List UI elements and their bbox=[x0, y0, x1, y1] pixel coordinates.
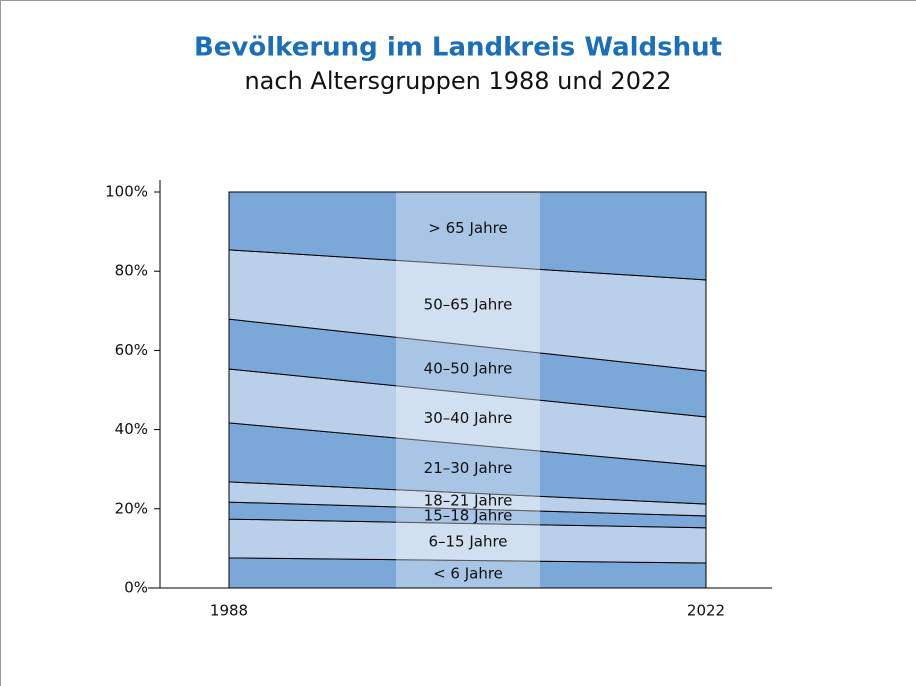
x-tick-label: 1988 bbox=[210, 602, 248, 620]
y-tick-label: 80% bbox=[115, 262, 148, 280]
series-label: 40–50 Jahre bbox=[424, 360, 513, 378]
series-label: 50–65 Jahre bbox=[424, 295, 513, 313]
y-tick-label: 100% bbox=[105, 183, 148, 201]
series-label: < 6 Jahre bbox=[433, 565, 503, 583]
series-label: 18–21 Jahre bbox=[424, 491, 513, 509]
highlight-band bbox=[396, 192, 540, 588]
series-label: 21–30 Jahre bbox=[424, 459, 513, 477]
x-tick-label: 2022 bbox=[687, 602, 725, 620]
y-tick-label: 0% bbox=[124, 579, 148, 597]
series-label: 30–40 Jahre bbox=[424, 409, 513, 427]
chart-subtitle: nach Altersgruppen 1988 und 2022 bbox=[244, 67, 671, 95]
chart-title: Bevölkerung im Landkreis Waldshut bbox=[194, 33, 722, 63]
series-label: 6–15 Jahre bbox=[428, 532, 507, 550]
y-tick-label: 20% bbox=[115, 499, 148, 517]
y-tick-label: 40% bbox=[115, 420, 148, 438]
series-label: 15–18 Jahre bbox=[424, 507, 513, 525]
series-label: > 65 Jahre bbox=[428, 219, 507, 237]
y-tick-label: 60% bbox=[115, 341, 148, 359]
